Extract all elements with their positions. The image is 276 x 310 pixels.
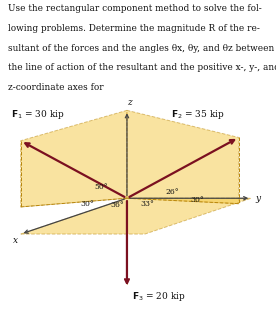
Text: z: z (127, 98, 132, 107)
Polygon shape (127, 110, 239, 204)
Text: 50°: 50° (94, 184, 108, 191)
Text: sultant of the forces and the angles θx, θy, and θz between: sultant of the forces and the angles θx,… (8, 44, 275, 53)
Text: 36°: 36° (110, 201, 124, 209)
Text: $\mathbf{F}_1$ = 30 kip: $\mathbf{F}_1$ = 30 kip (11, 108, 65, 121)
Text: $\mathbf{F}_3$ = 20 kip: $\mathbf{F}_3$ = 20 kip (132, 290, 186, 303)
Text: the line of action of the resultant and the positive x-, y-, and: the line of action of the resultant and … (8, 64, 276, 73)
Polygon shape (21, 110, 127, 207)
Text: 33°: 33° (141, 200, 155, 208)
Text: Use the rectangular component method to solve the fol-: Use the rectangular component method to … (8, 4, 262, 13)
Text: z-coordinate axes for: z-coordinate axes for (8, 83, 104, 92)
Polygon shape (21, 198, 251, 234)
Text: 30°: 30° (190, 197, 204, 204)
Text: $\mathbf{F}_2$ = 35 kip: $\mathbf{F}_2$ = 35 kip (171, 108, 225, 121)
Text: lowing problems. Determine the magnitude R of the re-: lowing problems. Determine the magnitude… (8, 24, 260, 33)
Text: 26°: 26° (166, 188, 179, 196)
Text: 30°: 30° (80, 200, 94, 208)
Text: x: x (13, 236, 18, 245)
Text: y: y (255, 194, 261, 203)
